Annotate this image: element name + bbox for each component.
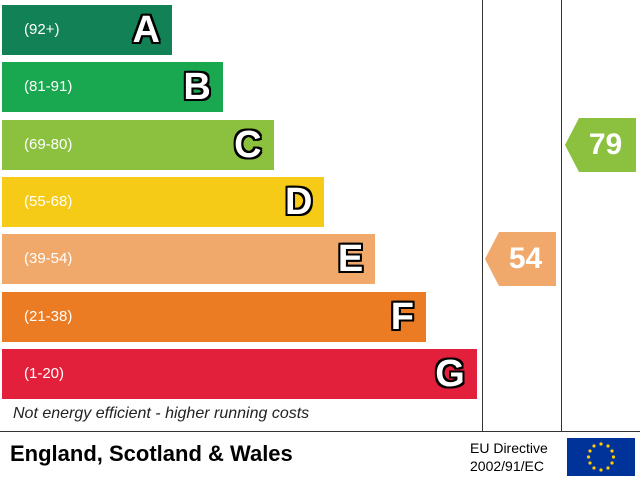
band-letter-label: E — [337, 238, 364, 281]
band-range-label: (55-68) — [24, 192, 73, 210]
rating-band-e: (39-54) E — [2, 234, 376, 285]
band-letter-label: F — [390, 295, 414, 338]
band-letter-label: A — [132, 9, 160, 51]
band-range-label: (1-20) — [24, 364, 65, 382]
score-value: 79 — [588, 127, 623, 161]
directive-code: 2002/91/EC — [470, 458, 544, 474]
band-range-label: (39-54) — [24, 250, 73, 268]
band-range-label: (21-38) — [24, 307, 73, 325]
eu-flag-icon — [567, 438, 635, 476]
score-arrow-shape — [565, 117, 636, 172]
current-column-divider — [482, 0, 483, 432]
directive-title: EU Directive — [470, 440, 548, 456]
region-label: England, Scotland & Wales — [10, 441, 293, 466]
band-letter-label: B — [183, 66, 211, 109]
potential-column-divider — [561, 0, 562, 432]
inefficiency-note: Not energy efficient - higher running co… — [13, 405, 310, 422]
band-range-label: (92+) — [24, 21, 60, 38]
rating-band-d: (55-68) D — [2, 176, 325, 227]
rating-band-f: (21-38) F — [2, 291, 426, 342]
current-rating-arrow: 54 — [485, 232, 556, 287]
score-value: 54 — [508, 242, 543, 276]
footer-divider — [0, 431, 640, 432]
score-arrow-shape — [485, 232, 556, 287]
rating-band-c: (69-80) C — [2, 119, 274, 170]
rating-band-a: (92+) A — [2, 5, 172, 55]
band-letter-label: G — [435, 352, 465, 395]
band-letter-label: D — [284, 180, 313, 223]
potential-rating-arrow: 79 — [565, 117, 636, 172]
rating-band-g: (1-20) G — [2, 348, 477, 399]
eu-directive-label: EU Directive 2002/91/EC — [470, 439, 548, 475]
band-letter-label: C — [234, 123, 262, 166]
band-range-label: (69-80) — [24, 135, 73, 153]
band-range-label: (81-91) — [24, 78, 73, 96]
rating-band-b: (81-91) B — [2, 62, 223, 113]
